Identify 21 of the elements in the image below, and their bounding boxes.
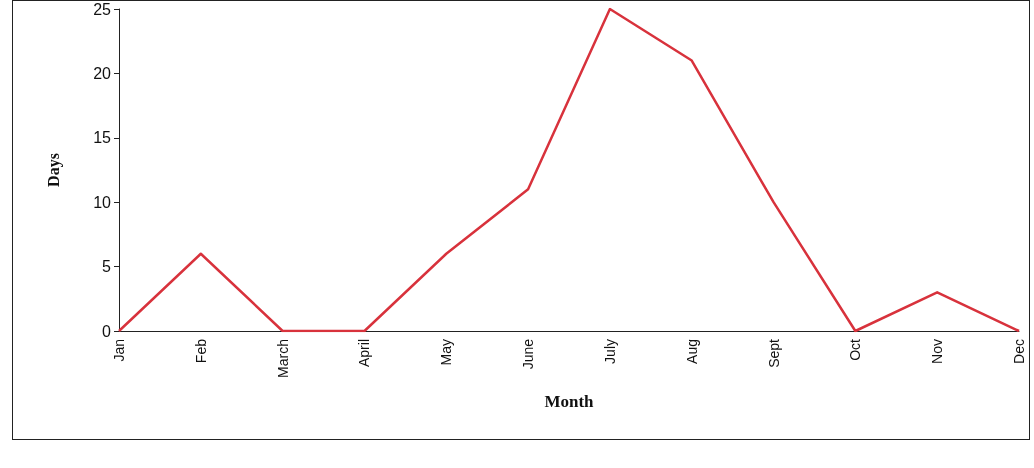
line-series: [117, 7, 1021, 333]
x-tick-label: July: [601, 339, 618, 364]
x-tick-label: Aug: [683, 339, 700, 364]
x-tick-label: Nov: [929, 339, 946, 364]
y-tick-label: 20: [93, 64, 112, 82]
x-tick-label: Jan: [111, 339, 127, 362]
x-tick-label: March: [274, 339, 291, 378]
x-axis-title: Month: [544, 392, 595, 411]
y-axis-title: Days: [44, 153, 63, 187]
x-tick-label: Dec: [1011, 339, 1027, 364]
y-tick-label: 10: [93, 193, 112, 211]
x-tick-label: Oct: [847, 338, 864, 361]
y-tick-label: 5: [102, 258, 112, 276]
x-tick-label: April: [356, 339, 373, 368]
x-tick-label: Sept: [765, 338, 782, 368]
x-tick-label: June: [520, 338, 537, 370]
y-tick-label: 0: [102, 322, 112, 340]
y-tick-label: 15: [93, 129, 112, 147]
x-tick-label: May: [438, 339, 455, 366]
y-tick-label: 25: [93, 0, 112, 18]
x-tick-label: Feb: [192, 338, 209, 364]
